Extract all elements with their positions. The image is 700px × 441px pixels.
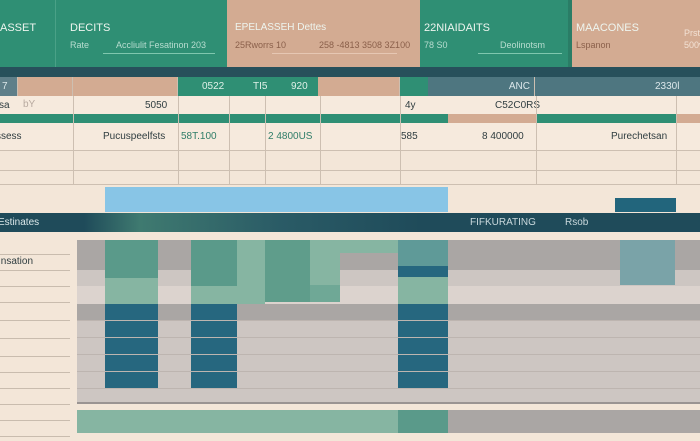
grid-cell <box>620 240 675 285</box>
bottom-strip-segment <box>448 410 700 433</box>
panel-value: 258 -4813 3508 3Z100 <box>319 40 411 50</box>
list-divider <box>0 404 70 405</box>
grid-line <box>77 337 700 338</box>
panel-subtitle: 78 S0 <box>424 40 448 50</box>
header-panel-nialdaits[interactable]: 22NIAIDAITS 78 S0 Deolinotsm <box>420 0 568 67</box>
table-row[interactable]: ssa bY 5050 4y C52C0RS <box>0 96 700 114</box>
header-cell[interactable]: TI5 <box>253 81 268 92</box>
header-panel-epelasseh[interactable]: EPELASSEH Dettes 25Rworrs 10 258 -4813 3… <box>227 0 420 67</box>
grid-cell <box>191 286 237 304</box>
cell: Purechetsan <box>611 131 668 142</box>
underline <box>272 53 397 54</box>
selection-bar[interactable] <box>105 187 448 212</box>
list-divider <box>0 436 70 437</box>
panel-extra-value: 500v <box>684 40 700 50</box>
grid-cell <box>398 304 448 388</box>
grid-line <box>77 388 700 389</box>
grid-band <box>77 286 700 304</box>
header-cell[interactable]: ANC <box>508 81 530 92</box>
list-divider <box>0 254 70 255</box>
panel-subtitle: 25Rworrs 10 <box>235 40 287 50</box>
panel-subtitle: Lspanon <box>576 40 611 50</box>
progress-strip <box>448 114 536 123</box>
cell: Pucuspeelfsts <box>103 131 166 142</box>
list-divider <box>0 356 70 357</box>
table-header-row: 7 0522 TI5 920 ANC 2330l <box>0 77 700 96</box>
cell: 5050 <box>145 100 168 111</box>
cell: ssa <box>0 100 10 111</box>
underline <box>103 53 215 54</box>
cell: 4y <box>405 100 416 111</box>
panel-subtitle: Rate <box>70 40 90 50</box>
grid-cell <box>105 304 158 388</box>
band-label: Estinates <box>0 217 40 228</box>
cell: bY <box>23 99 36 110</box>
grid-cell <box>191 304 237 388</box>
list-divider <box>0 320 70 321</box>
band-tab[interactable]: Rsob <box>565 217 589 228</box>
panel-title: ASSET <box>0 22 37 34</box>
side-list-item[interactable]: Insation <box>0 256 34 267</box>
panel-value: Accliulit Fesatinon 203 <box>116 40 207 50</box>
table-row[interactable]: ssess Pucuspeelfsts 58T.100 2 4800US 585… <box>0 123 700 150</box>
action-button[interactable] <box>615 198 676 212</box>
progress-strip <box>676 114 700 123</box>
cell: 8 400000 <box>482 131 524 142</box>
grid-line <box>77 402 700 404</box>
bottom-strip-segment <box>77 410 398 433</box>
list-divider <box>0 372 70 373</box>
list-divider <box>0 302 70 303</box>
cell: 2 4800US <box>268 131 313 142</box>
band-tab[interactable]: FIFKURATING <box>470 217 536 228</box>
header-cell[interactable]: 0522 <box>202 81 225 92</box>
grid-cell <box>105 240 158 278</box>
grid-cell <box>105 278 158 304</box>
panel-title: 22NIAIDAITS <box>424 22 491 34</box>
grid-band <box>77 304 700 320</box>
header-cell[interactable]: 920 <box>291 81 308 92</box>
section-band: Estinates FIFKURATING Rsob <box>0 213 700 232</box>
cell: 58T.100 <box>181 131 217 142</box>
list-divider <box>0 338 70 339</box>
grid-cell <box>310 285 340 302</box>
grid-cell <box>398 240 448 266</box>
list-divider <box>0 420 70 421</box>
header-cell[interactable]: 2330l <box>655 81 680 92</box>
underline <box>478 53 562 54</box>
grid-cell <box>237 240 265 304</box>
grid-line <box>77 371 700 372</box>
list-divider <box>0 388 70 389</box>
list-divider <box>0 286 70 287</box>
bottom-strip-segment <box>398 410 448 433</box>
grid-cell <box>310 240 398 253</box>
header-cell: 7 <box>2 81 8 92</box>
header-panel-maacones[interactable]: MAACONES Lspanon Prst 500v <box>568 0 700 67</box>
grid-cell <box>265 240 310 302</box>
grid-cell <box>191 240 237 286</box>
cell: 585 <box>401 131 418 142</box>
panel-value: Deolinotsm <box>500 40 546 50</box>
header-panel-asset[interactable]: ASSET <box>0 0 55 67</box>
cell: ssess <box>0 131 22 142</box>
panel-title: DECITS <box>70 22 111 34</box>
progress-strip <box>0 114 448 123</box>
grid-cell <box>398 266 448 277</box>
list-divider <box>0 270 70 271</box>
grid-line <box>77 320 700 321</box>
header-panel-decits[interactable]: DECITS Rate Accliulit Fesatinon 203 <box>55 0 227 67</box>
grid-cell <box>398 277 448 304</box>
progress-strip <box>536 114 676 123</box>
header-divider <box>0 67 700 77</box>
panel-extra: Prst <box>684 28 700 38</box>
panel-title: EPELASSEH Dettes <box>235 22 327 33</box>
cell: C52C0RS <box>495 100 541 111</box>
grid-line <box>77 354 700 355</box>
panel-title: MAACONES <box>576 22 639 34</box>
